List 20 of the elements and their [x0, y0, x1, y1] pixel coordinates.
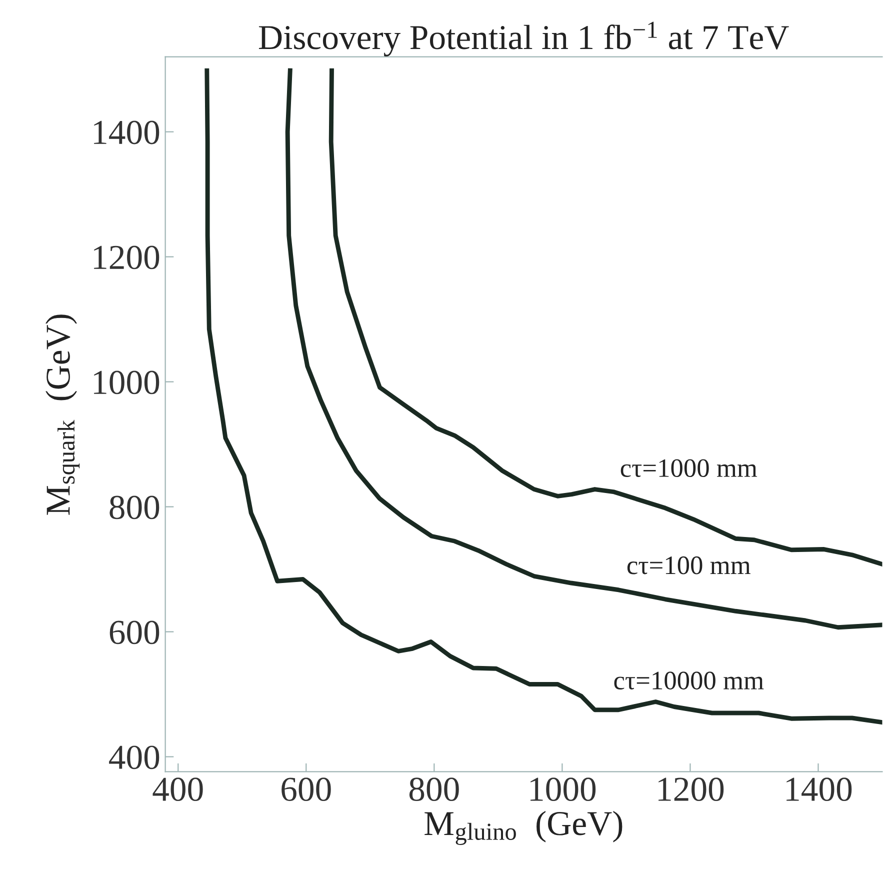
- y-axis-title: M$_{squark}$ (GeV): [46, 314, 80, 515]
- x-tick-label: 1200: [658, 778, 724, 802]
- series-label: cτ=10000 mm: [614, 672, 764, 690]
- y-tick-label: 400: [109, 746, 160, 770]
- x-tick-label: 800: [409, 778, 459, 802]
- series-label: cτ=100 mm: [627, 556, 750, 574]
- y-tick-label: 800: [110, 496, 160, 520]
- series-label: cτ=1000 mm: [620, 459, 758, 478]
- line-series: [285, 68, 882, 630]
- y-tick-label: 1200: [94, 246, 160, 270]
- x-tick-label: 1000: [530, 778, 596, 802]
- y-tick-label: 1000: [94, 370, 160, 394]
- line-series: [204, 68, 882, 725]
- y-tick-label: 600: [110, 620, 160, 644]
- x-tick-label: 400: [152, 778, 203, 802]
- x-tick-label: 600: [282, 778, 331, 802]
- y-tick-label: 1400: [94, 120, 160, 144]
- x-axis-title: M$_{gluino}$ (GeV): [424, 810, 622, 845]
- chart-title: Discovery Potential in 1 fb$^{−1}$ at 7 TeV: [258, 22, 789, 56]
- x-tick-label: 1400: [786, 778, 852, 802]
